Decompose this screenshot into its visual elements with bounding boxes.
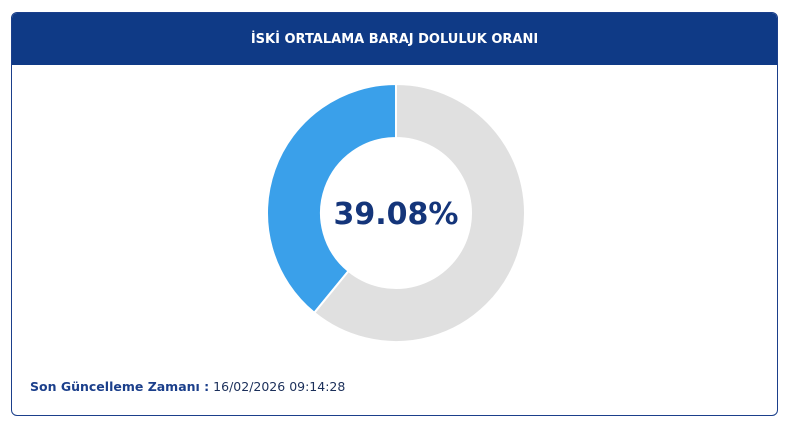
- footer-value: 16/02/2026 09:14:28: [213, 379, 346, 394]
- card-header: İSKİ ORTALAMA BARAJ DOLULUK ORANI: [12, 13, 777, 65]
- card: İSKİ ORTALAMA BARAJ DOLULUK ORANI 39.08%…: [11, 12, 778, 416]
- donut-segment: [266, 82, 397, 315]
- chart-title: İSKİ ORTALAMA BARAJ DOLULUK ORANI: [250, 31, 539, 47]
- chart: 39.08%: [266, 82, 526, 343]
- footer-label: Son Güncelleme Zamanı :: [30, 379, 210, 394]
- donut-segment: [312, 82, 526, 343]
- footer: Son Güncelleme Zamanı : 16/02/2026 09:14…: [30, 379, 345, 394]
- center-label: 39.08%: [334, 197, 459, 232]
